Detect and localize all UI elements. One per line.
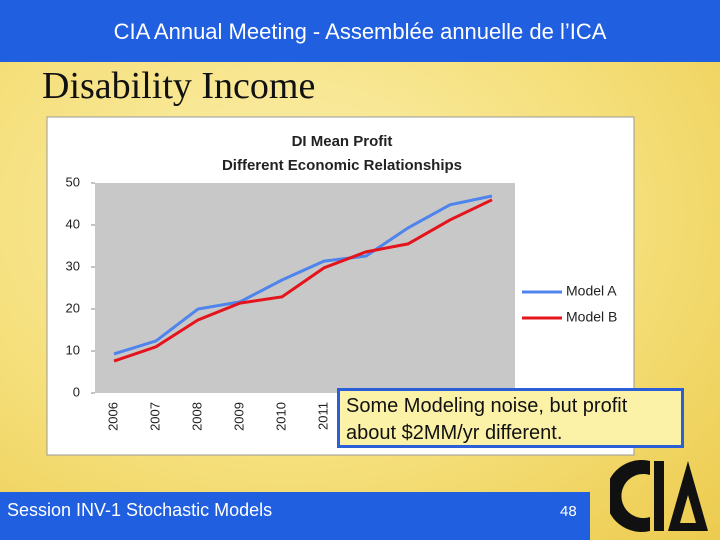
callout: Some Modeling noise, but profit about $2… [337, 388, 684, 448]
x-tick-label: 2007 [147, 402, 162, 431]
y-tick-label: 40 [66, 216, 80, 231]
series-line [113, 198, 493, 363]
y-tick-label: 20 [66, 300, 80, 315]
x-tick-label: 2006 [105, 402, 120, 431]
chart-title: DI Mean Profit [292, 133, 393, 150]
y-tick-label: 50 [66, 174, 80, 189]
footer-bar [0, 492, 590, 540]
y-tick-label: 10 [66, 342, 80, 357]
plot-area [95, 183, 515, 393]
x-tick-label: 2008 [189, 402, 204, 431]
x-tick-label: 2009 [231, 402, 246, 431]
x-tick-label: 2010 [273, 402, 288, 431]
logo [610, 460, 708, 532]
legend-label: Model B [566, 309, 617, 325]
chart-subtitle: Different Economic Relationships [222, 157, 462, 174]
y-tick-label: 30 [66, 258, 80, 273]
page-number: 48 [560, 503, 577, 520]
x-tick-label: 2011 [315, 402, 330, 430]
legend-label: Model A [566, 283, 617, 299]
y-tick-label: 0 [73, 384, 80, 399]
header: CIA Annual Meeting - Assemblée annuelle … [0, 0, 720, 62]
series-line [113, 194, 493, 356]
slide-title: Disability Income [42, 65, 316, 107]
session-label: Session INV-1 Stochastic Models [7, 500, 273, 520]
